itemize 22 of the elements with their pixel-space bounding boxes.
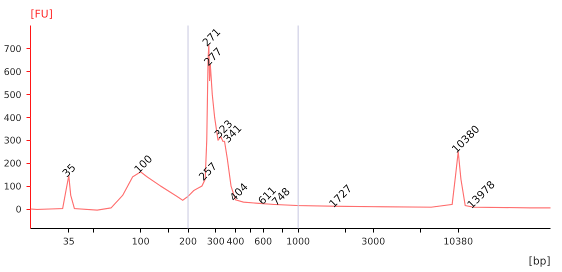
y-tick-label: 300 [4,136,22,147]
annotation: 404 [227,180,251,204]
x-tick-label: 600 [254,236,272,248]
x-tick-label: 10380 [443,236,474,248]
x-tick-label: 35 [62,236,75,248]
x-axis-title: [bp] [528,254,550,268]
x-tick-label: 400 [226,236,244,248]
x-tick-label: 3000 [361,236,386,248]
y-tick-label: 600 [4,66,22,78]
x-tick-label: 300 [206,236,225,248]
y-tick-label: 100 [4,182,22,193]
annotation: 100 [132,152,156,176]
y-tick-label: 400 [4,112,22,124]
annotation: 35 [60,161,78,180]
y-tick-label: 500 [4,90,22,101]
y-tick-label: 200 [4,158,22,170]
x-tick-label: 200 [179,236,197,248]
y-axis-title: [FU] [30,8,53,20]
x-tick-label: 1000 [286,236,310,248]
y-tick-label: 700 [4,44,22,55]
y-tick-label: 0 [16,204,22,216]
x-tick-label: 100 [132,236,150,248]
